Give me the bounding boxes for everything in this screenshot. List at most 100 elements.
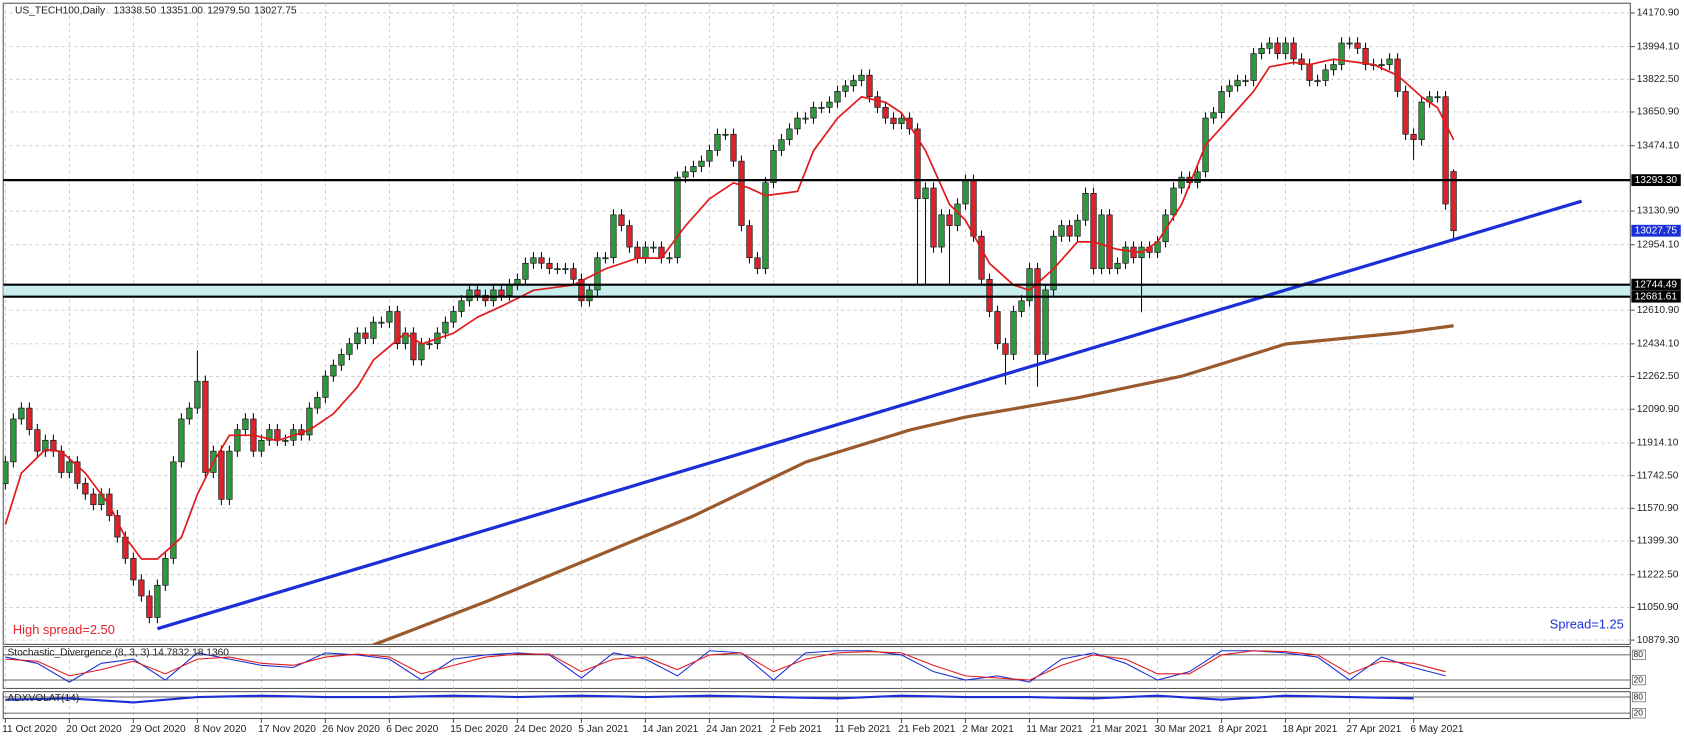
candle-body: [914, 128, 921, 199]
candle-body: [802, 117, 809, 120]
candle-body: [626, 225, 633, 248]
indicator-label: ADXVOLAT(14): [8, 693, 80, 704]
x-tick-label: 2 Mar 2021: [962, 724, 1014, 735]
candle-body: [858, 74, 865, 81]
candle-body: [1122, 246, 1129, 264]
level-label-box: [1631, 278, 1681, 291]
candle-body: [1410, 133, 1417, 140]
candle-body: [178, 418, 185, 463]
y-tick-label: 11914.10: [1637, 438, 1679, 449]
candle-body: [1218, 91, 1225, 114]
candle-body: [706, 150, 713, 162]
candle-body: [362, 332, 369, 339]
candle-body: [1330, 64, 1337, 71]
indicator-line: [5, 650, 1446, 681]
candle-body: [1362, 48, 1369, 65]
candle-body: [1034, 268, 1041, 355]
candle-body: [226, 450, 233, 500]
candle-body: [746, 225, 753, 259]
candle-body: [722, 133, 729, 136]
candle-body: [34, 429, 41, 452]
x-tick-label: 20 Oct 2020: [66, 724, 122, 735]
x-tick-label: 29 Oct 2020: [130, 724, 186, 735]
x-tick-label: 17 Nov 2020: [258, 724, 316, 735]
candle-body: [578, 278, 585, 302]
candle-body: [690, 166, 697, 173]
x-tick-label: 14 Jan 2021: [642, 724, 698, 735]
y-tick-label: 20: [1634, 674, 1644, 684]
candle-body: [282, 439, 289, 442]
candle-body: [1242, 80, 1249, 82]
candle-body: [314, 397, 321, 409]
candle-body: [66, 461, 73, 473]
candle-body: [386, 311, 393, 323]
candle-body: [18, 407, 25, 420]
candle-body: [1450, 171, 1457, 232]
candle-body: [778, 139, 785, 151]
candle-body: [370, 321, 377, 339]
candle-body: [922, 187, 929, 199]
candle-body: [138, 579, 145, 597]
x-tick-label: 5 Jan 2021: [578, 724, 629, 735]
candle-body: [866, 74, 873, 98]
indicator-label: Stochastic_Divergence (8, 3, 3) 14.7832 …: [8, 648, 230, 659]
candle-body: [698, 160, 705, 167]
y-tick-label: 13994.10: [1637, 41, 1680, 52]
x-tick-label: 30 Mar 2021: [1154, 724, 1212, 735]
candle-body: [530, 257, 537, 264]
candle-body: [466, 289, 473, 302]
overlay-line: [156, 199, 1583, 631]
level-label: 13293.30: [1635, 175, 1678, 186]
x-tick-label: 26 Nov 2020: [322, 724, 380, 735]
y-tick-label: 11570.90: [1637, 503, 1679, 514]
candle-body: [442, 321, 449, 334]
candle-body: [538, 257, 545, 264]
candle-body: [1042, 289, 1049, 355]
tick-box: [1632, 649, 1646, 661]
candle-body: [162, 558, 169, 586]
candle-body: [1322, 69, 1329, 81]
candle-body: [1418, 101, 1425, 140]
x-tick-label: 11 Oct 2020: [2, 724, 57, 735]
x-tick-label: 8 Nov 2020: [194, 724, 246, 735]
candle-body: [522, 262, 529, 280]
adx-frame: [2, 691, 1631, 720]
candle-body: [1434, 96, 1441, 99]
candle-body: [642, 246, 649, 259]
candle-body: [1074, 219, 1081, 237]
candle-body: [474, 289, 481, 296]
candle-body: [1114, 262, 1121, 269]
candle-body: [834, 91, 841, 103]
candle-body: [394, 311, 401, 344]
candle-body: [650, 246, 657, 249]
x-tick-label: 6 May 2021: [1410, 724, 1464, 735]
x-tick-label: 11 Feb 2021: [834, 724, 891, 735]
y-tick-label: 80: [1634, 649, 1644, 659]
header-open: 13338.50: [114, 5, 157, 16]
x-tick-label: 24 Jan 2021: [706, 724, 762, 735]
candle-body: [1098, 214, 1105, 269]
candle-body: [42, 439, 49, 452]
y-tick-label: 11222.50: [1637, 569, 1679, 580]
price-label-box: [1631, 224, 1681, 237]
candle-body: [266, 429, 273, 441]
candle-body: [1106, 214, 1113, 269]
candle-body: [1354, 42, 1361, 49]
candle-body: [418, 343, 425, 361]
candle-body: [154, 584, 161, 618]
labels: 14170.90 13994.10 13822.50 13650.90 13474.10…: [2, 8, 1681, 735]
candle-body: [426, 343, 433, 346]
candle-body: [1290, 42, 1297, 60]
candle-body: [1298, 58, 1305, 65]
candle-body: [378, 321, 385, 324]
candle-body: [306, 407, 313, 436]
candle-body: [1018, 300, 1025, 312]
candle-body: [10, 418, 17, 463]
x-tick-label: 15 Dec 2020: [450, 724, 508, 735]
candle-body: [970, 180, 977, 237]
annotation: High spread=2.50: [13, 622, 115, 637]
candle-body: [242, 418, 249, 430]
candle-body: [674, 176, 681, 259]
candle-body: [770, 150, 777, 183]
tick-box: [1632, 674, 1646, 686]
